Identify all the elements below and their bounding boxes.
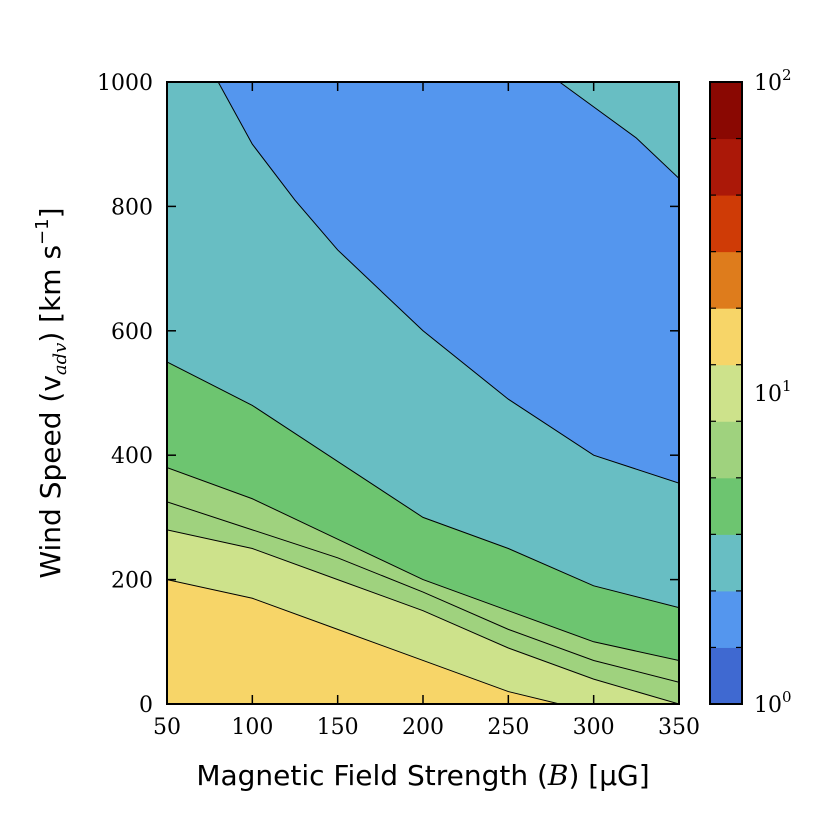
- y-tick-label: 0: [139, 693, 153, 718]
- colorbar-level: [710, 308, 742, 366]
- y-tick-label: 400: [111, 444, 153, 469]
- colorbar-level: [710, 251, 742, 309]
- x-tick-label: 50: [153, 715, 181, 740]
- x-tick-labels: 50 100 150 200 250 300 350: [153, 715, 700, 740]
- contour-line-level-3: [167, 361, 679, 609]
- y-tick-label: 800: [111, 195, 153, 220]
- colorbar-level: [710, 421, 742, 479]
- x-axis-title: Magnetic Field Strength (B) [μG]: [196, 759, 649, 792]
- y-tick-labels: 0 200 400 600 800 1000: [97, 71, 153, 718]
- contour-lines: [167, 82, 679, 704]
- colorbar-level: [710, 195, 742, 253]
- colorbar-level: [710, 364, 742, 422]
- colorbar-level: [710, 590, 742, 648]
- region-level-6: [167, 579, 560, 704]
- colorbar-frame: [709, 81, 743, 705]
- x-tick-label: 350: [658, 715, 700, 740]
- contour-line-level-5: [167, 529, 679, 704]
- contour-line-level-4: [167, 467, 679, 661]
- colorbar-tick-label: 100: [754, 688, 792, 718]
- region-level-1: [559, 82, 679, 179]
- y-tick-label: 1000: [97, 71, 153, 96]
- x-tick-label: 250: [487, 715, 529, 740]
- x-tick-label: 100: [231, 715, 273, 740]
- contour-line-level-6: [167, 579, 560, 704]
- x-tick-label: 300: [573, 715, 615, 740]
- contour-line-level-1: [559, 82, 679, 179]
- colorbar-tick-label: 101: [754, 377, 792, 407]
- colorbar: [710, 82, 742, 705]
- x-tick-label: 150: [317, 715, 359, 740]
- x-tick-label: 200: [402, 715, 444, 740]
- colorbar-level: [710, 82, 742, 140]
- region-level-2: [218, 82, 679, 484]
- colorbar-level: [710, 138, 742, 196]
- contour-line-level-4b: [167, 501, 679, 683]
- y-tick-label: 600: [111, 320, 153, 345]
- colorbar-level: [710, 477, 742, 535]
- y-axis-title: Wind Speed (vadv) [km s−1]: [32, 207, 71, 578]
- y-tick-label: 200: [111, 569, 153, 594]
- axis-ticks: [166, 81, 680, 705]
- colorbar-level: [710, 647, 742, 705]
- contour-line-level-2: [217, 82, 679, 484]
- contour-regions: [167, 82, 679, 704]
- colorbar-level: [710, 534, 742, 592]
- colorbar-tick-labels: 100 101 102: [754, 66, 792, 718]
- colorbar-tick-label: 102: [754, 66, 792, 96]
